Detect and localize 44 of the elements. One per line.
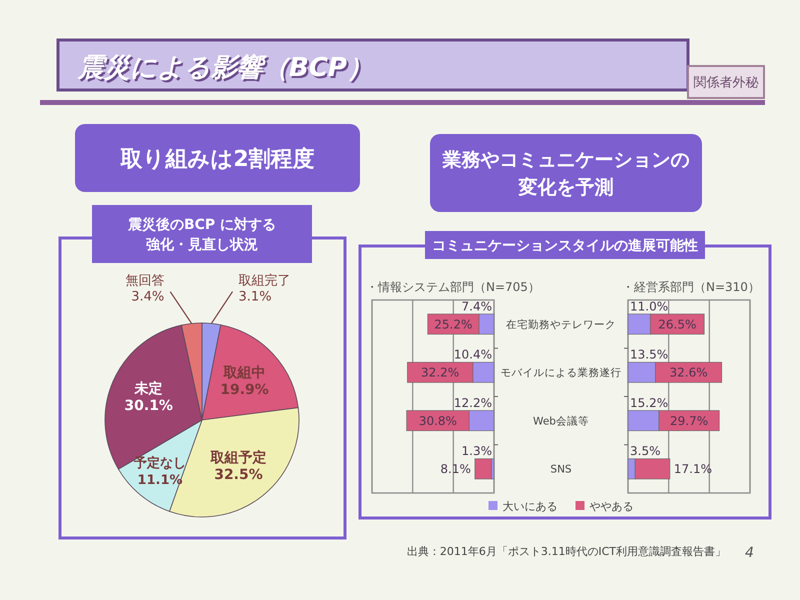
data-label: 3.5% <box>630 444 660 458</box>
data-label: 11.0% <box>630 299 668 314</box>
y-tick-label: 在宅勤務やテレワーク <box>506 318 616 331</box>
y-tick-label: SNS <box>550 464 572 476</box>
y-tick-label: モバイルによる業務遂行 <box>500 367 622 380</box>
text: コミュニケーションスタイルの進展可能性 <box>432 238 698 254</box>
data-label: 12.2% <box>454 396 492 410</box>
data-label: 13.5% <box>630 348 668 362</box>
data-label: 7.4% <box>462 299 492 314</box>
data-label: 19.9% <box>220 382 269 398</box>
data-label: 1.3% <box>462 444 492 458</box>
data-label: 25.2% <box>434 317 472 332</box>
source-note: 出典：2011年6月「ポスト3.11時代のICT利用意識調査報告書」 <box>406 545 726 558</box>
chart-title: 震災後のBCP に対する強化・見直し状況 <box>126 216 276 254</box>
y-tick-label: Web会議等 <box>533 414 589 428</box>
data-label: 3.1% <box>238 289 272 304</box>
slice-label: 取組完了 <box>238 272 291 288</box>
slice-label: 無回答 <box>125 273 164 288</box>
data-label: 10.4% <box>454 348 492 362</box>
slice-label: 未定 <box>134 380 163 398</box>
legend-label: ややある <box>590 500 634 513</box>
data-label: 17.1% <box>674 462 712 476</box>
text: 関係者外秘 <box>694 76 758 91</box>
bar <box>474 458 492 480</box>
chart-title: ・経営系部門（N=310） <box>622 280 760 294</box>
data-label: 30.8% <box>418 414 457 428</box>
text: 4 <box>745 545 754 561</box>
data-label: 3.4% <box>131 289 164 304</box>
text: 震災による影響（BCP） <box>77 53 373 83</box>
data-label: 8.1% <box>440 462 471 476</box>
chart-title: ・情報システム部門（N=705） <box>366 280 540 294</box>
data-label: 32.5% <box>214 466 263 483</box>
data-label: 29.7% <box>670 414 708 428</box>
text: 業務やコミュニケーションの変化を予測 <box>442 149 690 199</box>
data-label: 32.6% <box>670 366 708 380</box>
data-label: 30.1% <box>124 398 173 414</box>
data-label: 32.2% <box>421 366 460 380</box>
legend-label: 大いにある <box>502 500 558 513</box>
data-label: 15.2% <box>630 396 668 410</box>
slice-label: 取組中 <box>222 364 266 381</box>
data-label: 26.5% <box>658 317 696 332</box>
text: 取り組みは2割程度 <box>119 146 315 172</box>
slice-label: 予定なし <box>132 455 186 472</box>
slice-label: 取組予定 <box>210 448 266 466</box>
